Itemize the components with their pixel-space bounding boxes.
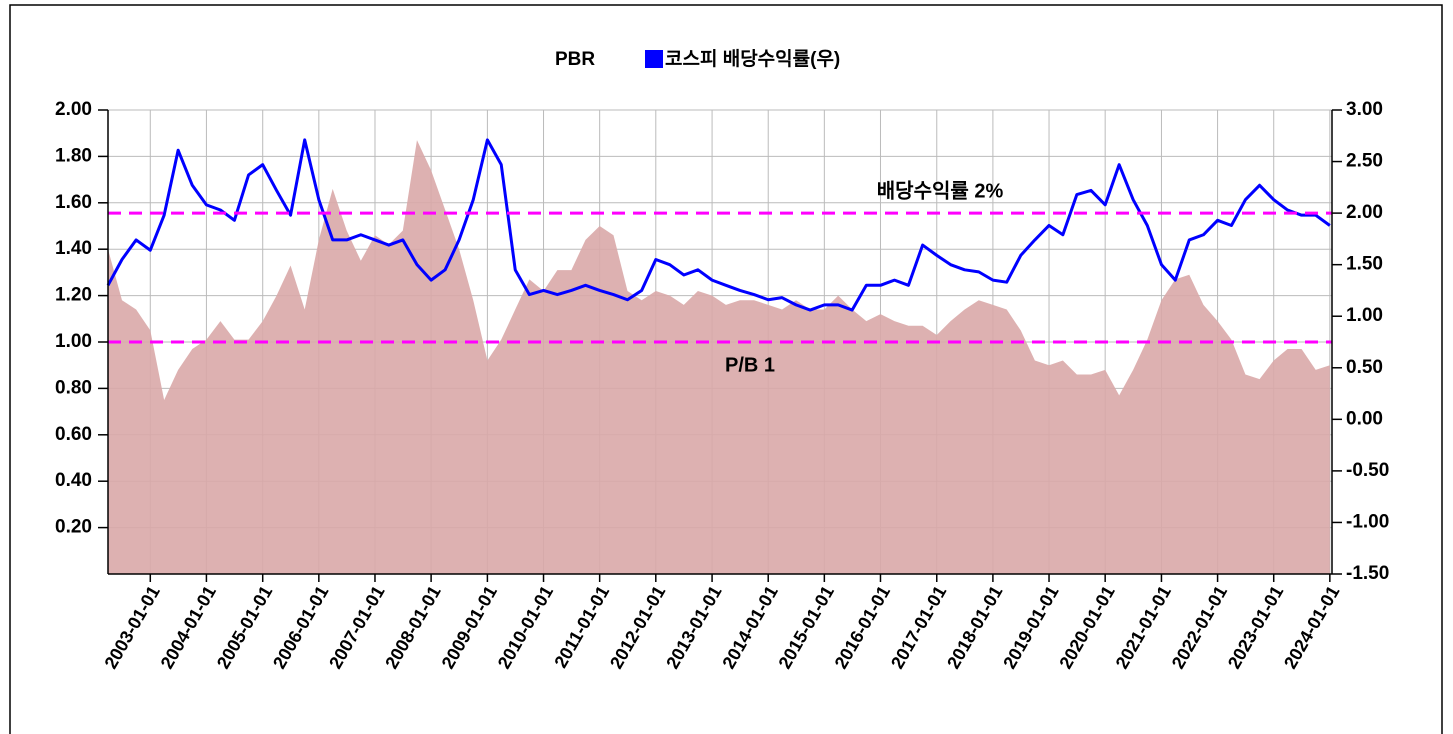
y2-tick-label: 2.50 bbox=[1346, 151, 1383, 172]
y-tick-label: 0.20 bbox=[55, 517, 92, 538]
annotation: P/B 1 bbox=[725, 354, 775, 376]
y-tick-label: 0.80 bbox=[55, 377, 92, 398]
y-tick-label: 1.20 bbox=[55, 285, 92, 306]
y2-tick-label: 3.00 bbox=[1346, 99, 1383, 120]
line bbox=[106, 138, 1331, 312]
y-tick-label: 1.40 bbox=[55, 238, 92, 259]
y-tick-label: 1.00 bbox=[55, 331, 92, 352]
y2-tick-label: 1.00 bbox=[1346, 305, 1383, 326]
y2-tick-label: 1.50 bbox=[1346, 254, 1383, 275]
legend-label: 코스피 배당수익률(우) bbox=[665, 48, 840, 70]
y2-tick-label: -0.50 bbox=[1346, 460, 1389, 481]
area bbox=[108, 140, 1330, 574]
legend-label: PBR bbox=[555, 49, 595, 70]
y2-tick-label: 2.00 bbox=[1346, 202, 1383, 223]
y2-tick-label: -1.00 bbox=[1346, 511, 1389, 532]
annotation: 배당수익률 2% bbox=[877, 179, 1004, 202]
y-tick-label: 2.00 bbox=[55, 99, 92, 120]
y-tick-label: 1.80 bbox=[55, 145, 92, 166]
y-tick-label: 0.60 bbox=[55, 424, 92, 445]
y-tick-label: 1.60 bbox=[55, 192, 92, 213]
y-tick-label: 0.40 bbox=[55, 470, 92, 491]
legend-swatch bbox=[645, 50, 663, 68]
y2-tick-label: 0.00 bbox=[1346, 408, 1383, 429]
y2-tick-label: 0.50 bbox=[1346, 357, 1383, 378]
y2-tick-label: -1.50 bbox=[1346, 563, 1389, 584]
